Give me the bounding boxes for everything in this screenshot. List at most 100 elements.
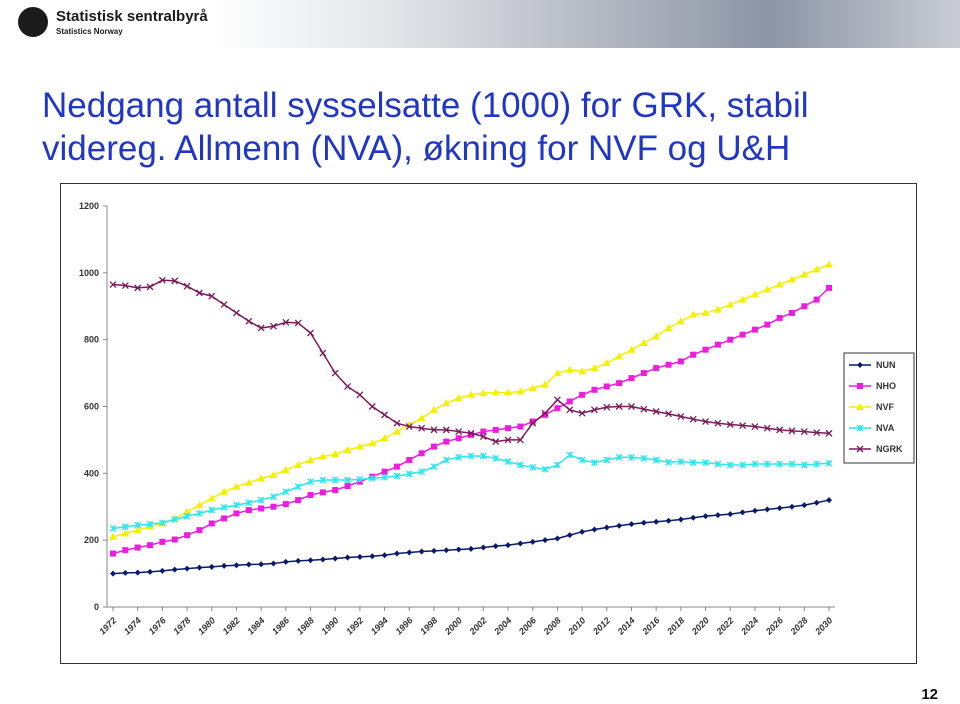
data-point: [616, 380, 623, 387]
data-point: [702, 418, 710, 425]
data-point: [603, 403, 611, 411]
data-point: [578, 456, 586, 464]
data-point: [122, 547, 129, 554]
data-point: [751, 507, 758, 514]
data-point: [158, 519, 166, 527]
data-point: [739, 422, 747, 430]
data-point: [455, 453, 463, 461]
data-point: [319, 556, 326, 563]
data-point: [628, 375, 635, 382]
data-point: [195, 289, 203, 297]
x-tick-label: 1998: [418, 615, 439, 636]
data-point: [356, 391, 364, 399]
data-point: [467, 390, 475, 398]
header: Statistisk sentralbyrå Statistics Norway: [0, 0, 960, 48]
x-tick-label: 1990: [319, 615, 340, 636]
data-point: [677, 458, 685, 466]
data-point: [529, 463, 537, 471]
series-line: [112, 454, 830, 530]
data-point: [665, 517, 672, 524]
data-point: [368, 439, 377, 447]
series-line: [112, 279, 830, 443]
slide-title: Nedgang antall sysselsatte (1000) for GR…: [42, 86, 809, 168]
series-line: [112, 263, 830, 538]
data-point: [553, 396, 561, 404]
data-point: [579, 391, 586, 398]
data-point: [331, 369, 339, 377]
data-point: [714, 341, 721, 348]
data-point: [516, 387, 525, 395]
x-tick-label: 1972: [97, 615, 118, 636]
data-point: [405, 470, 413, 478]
data-point: [418, 548, 425, 555]
data-point: [529, 419, 537, 427]
data-point: [825, 459, 833, 467]
data-point: [307, 557, 314, 564]
data-point: [702, 513, 709, 520]
data-point: [282, 318, 290, 326]
data-point: [751, 460, 759, 468]
data-point: [763, 424, 771, 432]
logo-icon: [18, 7, 48, 37]
data-point: [343, 445, 352, 453]
data-point: [430, 443, 437, 450]
data-point: [541, 380, 550, 388]
data-point: [590, 459, 598, 467]
x-tick-label: 1992: [344, 615, 365, 636]
data-point: [565, 365, 574, 373]
legend-box: [843, 352, 915, 464]
data-point: [232, 501, 240, 509]
data-point: [455, 435, 462, 442]
data-point: [504, 458, 512, 466]
x-tick-label: 1986: [270, 615, 292, 637]
data-point: [479, 389, 488, 397]
data-point: [813, 460, 821, 468]
data-point: [184, 532, 191, 539]
data-point: [245, 561, 252, 568]
data-point: [825, 429, 833, 437]
data-point: [726, 461, 734, 469]
data-point: [443, 438, 450, 445]
data-point: [690, 514, 697, 521]
logo-name: Statistisk sentralbyrå: [56, 8, 208, 25]
data-point: [331, 476, 339, 484]
data-point: [356, 475, 364, 483]
logo-subname: Statistics Norway: [56, 27, 123, 36]
data-point: [245, 499, 253, 507]
data-point: [701, 308, 710, 316]
data-point: [306, 455, 315, 463]
data-point: [184, 565, 191, 572]
data-point: [776, 426, 784, 434]
data-point: [233, 510, 240, 517]
data-point: [393, 472, 401, 480]
data-point: [220, 487, 229, 495]
data-point: [516, 461, 524, 469]
data-point: [442, 399, 451, 407]
x-tick-label: 2028: [788, 615, 810, 637]
data-point: [368, 403, 376, 410]
data-point: [454, 394, 463, 402]
data-point: [159, 567, 166, 574]
data-point: [480, 544, 487, 551]
legend-label: NVA: [876, 423, 895, 433]
data-point: [369, 553, 376, 560]
data-point: [775, 280, 784, 288]
x-tick-label: 2006: [516, 615, 539, 638]
data-point: [676, 317, 685, 325]
data-point: [134, 569, 141, 576]
data-point: [787, 275, 796, 283]
data-point: [318, 452, 327, 460]
data-point: [665, 458, 672, 466]
data-point: [405, 423, 413, 431]
legend-label: NVF: [876, 402, 895, 412]
data-point: [689, 459, 697, 467]
data-point: [566, 532, 573, 539]
legend-marker: [857, 362, 863, 368]
data-point: [355, 442, 364, 450]
data-point: [713, 305, 722, 313]
data-point: [763, 285, 772, 293]
data-point: [109, 532, 117, 540]
x-tick-label: 2026: [763, 615, 786, 638]
data-point: [640, 454, 648, 462]
